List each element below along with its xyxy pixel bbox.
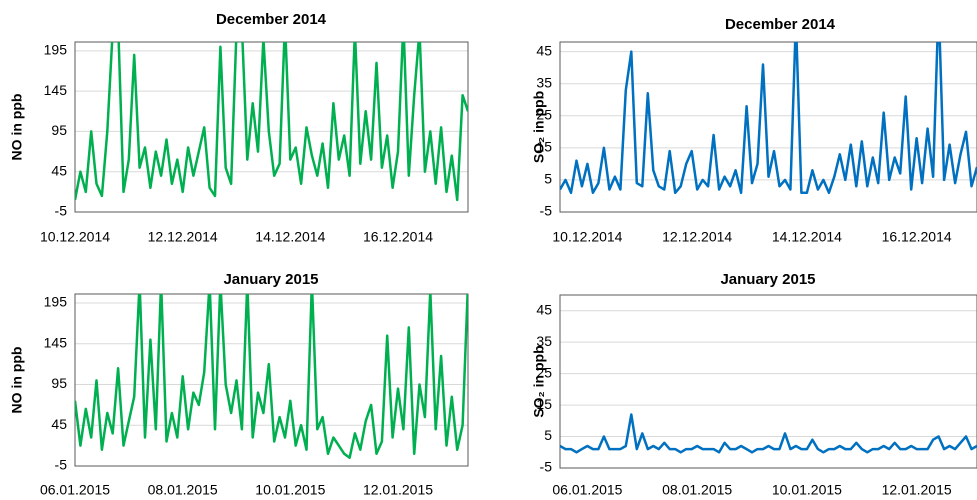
plot-border: [559, 41, 977, 213]
x-tick-label: 06.01.2015: [40, 482, 110, 498]
data-line: [75, 294, 468, 460]
data-line: [75, 42, 468, 202]
chart-title: December 2014: [725, 16, 836, 33]
y-axis-label: SO₂ in ppb: [531, 91, 547, 163]
x-tick-label: 14.12.2014: [772, 229, 842, 245]
y-tick-label: 45: [536, 301, 552, 317]
y-tick-label: -5: [55, 203, 68, 219]
x-tick-label: 10.01.2015: [255, 482, 325, 498]
data-line: [560, 42, 977, 195]
x-tick-label: 16.12.2014: [363, 229, 433, 245]
chart-title: December 2014: [216, 11, 327, 28]
y-axis-label: NO in ppb: [9, 94, 25, 161]
y-axis-label: SO₂ in ppb: [531, 345, 547, 417]
y-tick-label: -5: [540, 203, 553, 219]
y-tick-label: -5: [55, 457, 68, 473]
y-tick-label: 25: [536, 106, 552, 122]
y-tick-label: 5: [544, 171, 552, 187]
x-tick-label: 08.01.2015: [662, 482, 732, 498]
chart-title: January 2015: [720, 271, 815, 288]
data-line: [560, 413, 977, 454]
y-tick-label: -5: [540, 459, 553, 475]
y-axis-label: NO in ppb: [9, 347, 25, 414]
x-tick-label: 12.01.2015: [363, 482, 433, 498]
y-tick-label: 35: [536, 74, 552, 90]
y-tick-label: 195: [44, 42, 68, 58]
x-tick-label: 14.12.2014: [255, 229, 325, 245]
y-tick-label: 25: [536, 364, 552, 380]
y-tick-label: 95: [51, 375, 67, 391]
y-tick-label: 145: [44, 82, 68, 98]
plot-border: [559, 294, 977, 469]
x-tick-label: 10.12.2014: [40, 229, 110, 245]
x-tick-label: 12.12.2014: [148, 229, 218, 245]
x-tick-label: 16.12.2014: [882, 229, 952, 245]
chart-title: January 2015: [223, 271, 318, 288]
plot-border: [74, 293, 469, 467]
y-tick-label: 145: [44, 334, 68, 350]
plot-border: [74, 41, 469, 213]
x-tick-label: 08.01.2015: [148, 482, 218, 498]
y-tick-label: 15: [536, 139, 552, 155]
y-tick-label: 195: [44, 294, 68, 310]
y-tick-label: 15: [536, 396, 552, 412]
x-tick-label: 12.12.2014: [662, 229, 732, 245]
y-tick-label: 35: [536, 333, 552, 349]
y-tick-label: 5: [544, 427, 552, 443]
y-tick-label: 45: [51, 162, 67, 178]
y-tick-label: 45: [536, 42, 552, 58]
y-tick-label: 95: [51, 122, 67, 138]
x-tick-label: 10.12.2014: [552, 229, 622, 245]
x-tick-label: 12.01.2015: [882, 482, 952, 498]
x-tick-label: 06.01.2015: [552, 482, 622, 498]
y-tick-label: 45: [51, 416, 67, 432]
x-tick-label: 10.01.2015: [772, 482, 842, 498]
